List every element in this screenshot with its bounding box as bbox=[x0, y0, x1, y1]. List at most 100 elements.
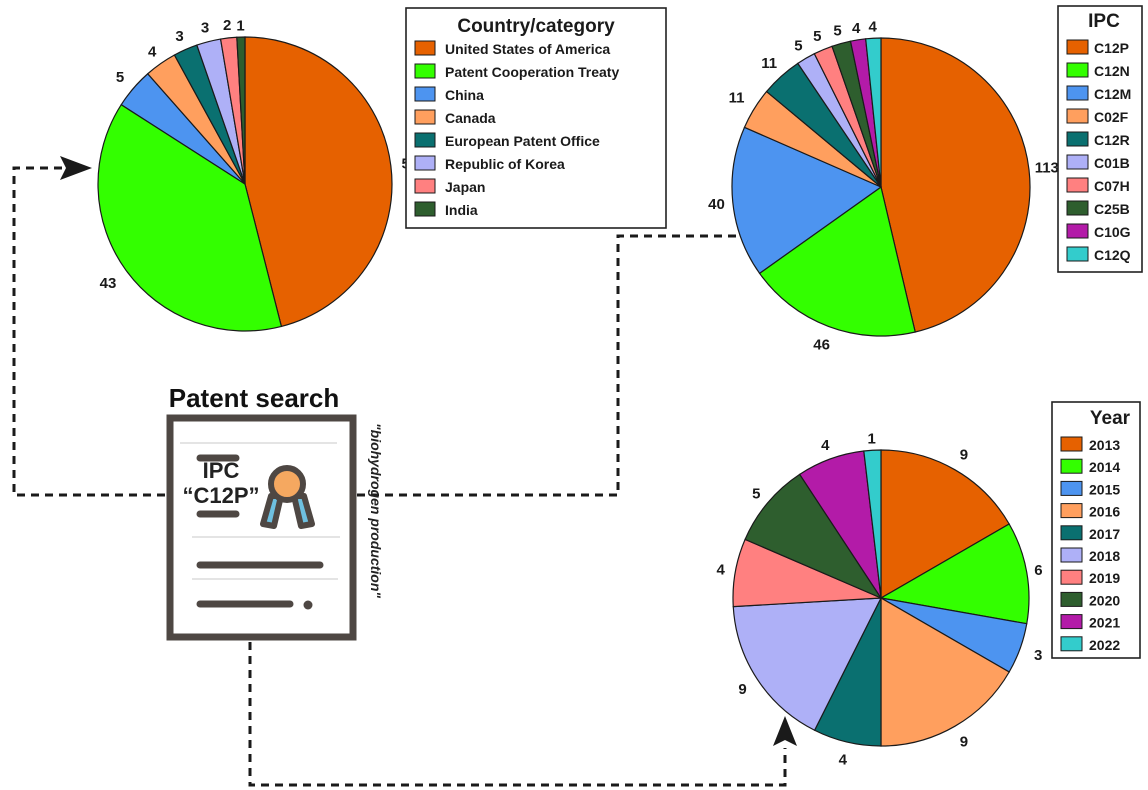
country-slice-india bbox=[236, 36, 246, 185]
country-legend-label-japan: Japan bbox=[445, 179, 485, 195]
country-legend-swatch-republic-of-korea bbox=[414, 155, 436, 171]
ipc-legend-label-c12n: C12N bbox=[1094, 63, 1130, 79]
country-legend-label-patent-cooperation-treaty: Patent Cooperation Treaty bbox=[445, 64, 619, 80]
country-legend-swatch-united-states-of-america bbox=[414, 40, 436, 56]
ipc-legend-swatch-c12r bbox=[1066, 131, 1089, 147]
year-slice-2014 bbox=[879, 523, 1030, 625]
country-legend-swatch-patent-cooperation-treaty bbox=[414, 63, 436, 79]
ipc-legend-title: IPC bbox=[1088, 11, 1120, 32]
year-legend-label-2015: 2015 bbox=[1089, 481, 1120, 497]
year-legend-swatch-2013 bbox=[1060, 436, 1083, 452]
country-legend-label-india: India bbox=[445, 202, 478, 218]
country-legend-label-republic-of-korea: Republic of Korea bbox=[445, 156, 565, 172]
ipc-slice-c12n bbox=[758, 185, 916, 337]
ipc-legend-swatch-c10g bbox=[1066, 223, 1089, 239]
country-legend: Country/category United States of Americ… bbox=[405, 7, 667, 229]
ipc-legend: IPC C12P C12N C12M C02F C12R C01B C07H C25B C10G… bbox=[1057, 5, 1143, 273]
country-legend-label-china: China bbox=[445, 87, 484, 103]
year-label-2016: 9 bbox=[960, 734, 968, 751]
year-legend-label-2014: 2014 bbox=[1089, 459, 1120, 475]
flow-arrow-year bbox=[248, 642, 787, 787]
award-ribbon-icon bbox=[260, 465, 315, 529]
country-label-patent-cooperation-treaty: 43 bbox=[100, 275, 117, 292]
ipc-legend-swatch-c12n bbox=[1066, 62, 1089, 78]
flow-arrow-ipc bbox=[357, 234, 770, 497]
ipc-legend-swatch-c07h bbox=[1066, 177, 1089, 193]
year-legend-label-2022: 2022 bbox=[1089, 637, 1120, 653]
flow-arrow-country bbox=[12, 166, 165, 497]
medal bbox=[268, 465, 306, 503]
country-slice-patent-cooperation-treaty bbox=[97, 103, 283, 332]
ipc-legend-label-c25b: C25B bbox=[1094, 201, 1130, 217]
ipc-label-c10g: 4 bbox=[852, 20, 861, 37]
country-legend-label-united-states-of-america: United States of America bbox=[445, 41, 610, 57]
year-pie-chart: 9 6 3 9 4 9 4 5 4 1 bbox=[717, 430, 1043, 768]
ipc-slice-c12q bbox=[865, 37, 882, 188]
year-slice-2013 bbox=[880, 449, 1010, 600]
country-label-china: 5 bbox=[116, 69, 124, 86]
year-legend-swatch-2020 bbox=[1060, 591, 1083, 607]
year-label-2021: 4 bbox=[821, 437, 830, 454]
country-legend-frame bbox=[405, 7, 667, 229]
country-slice-united-states-of-america bbox=[244, 36, 393, 328]
year-slice-2018 bbox=[732, 597, 883, 732]
year-label-2014: 6 bbox=[1034, 562, 1042, 579]
arrowhead-year-icon bbox=[773, 716, 797, 746]
ipc-label-c12r: 11 bbox=[761, 55, 777, 72]
ipc-legend-label-c02f: C02F bbox=[1094, 109, 1129, 125]
country-label-japan: 2 bbox=[223, 17, 231, 34]
country-label-india: 1 bbox=[236, 17, 244, 34]
year-slice-2022 bbox=[863, 449, 882, 599]
year-legend-swatch-2014 bbox=[1060, 458, 1083, 474]
ipc-slice-c12m bbox=[731, 126, 883, 275]
ipc-legend-swatch-c25b bbox=[1066, 200, 1089, 216]
ipc-label-c12q: 4 bbox=[869, 18, 878, 35]
country-legend-label-canada: Canada bbox=[445, 110, 496, 126]
year-slice-2016 bbox=[880, 596, 1010, 747]
country-legend-swatch-european-patent-office bbox=[414, 132, 436, 148]
year-legend-label-2018: 2018 bbox=[1089, 548, 1120, 564]
year-label-2020: 5 bbox=[752, 485, 760, 502]
ipc-code: “C12P” bbox=[182, 483, 259, 508]
ipc-legend-label-c12r: C12R bbox=[1094, 132, 1130, 148]
country-label-republic-of-korea: 3 bbox=[201, 19, 209, 36]
ipc-label-c01b: 5 bbox=[794, 37, 802, 54]
country-pie-chart: 5243543321 bbox=[97, 17, 418, 332]
year-legend-label-2019: 2019 bbox=[1089, 570, 1120, 586]
year-legend-swatch-2019 bbox=[1060, 569, 1083, 585]
ipc-label-c12m: 40 bbox=[708, 196, 725, 213]
ipc-legend-label-c12q: C12Q bbox=[1094, 247, 1131, 263]
arrowhead-country-icon bbox=[60, 156, 92, 180]
year-slice-2020 bbox=[744, 473, 883, 600]
patent-document-icon bbox=[166, 414, 357, 641]
year-legend-label-2020: 2020 bbox=[1089, 592, 1120, 608]
year-legend: Year 2013 2014 2015 2016 2017 2018 2019 2020 202… bbox=[1051, 401, 1141, 659]
ipc-legend-label-c01b: C01B bbox=[1094, 155, 1130, 171]
year-label-2015: 3 bbox=[1034, 647, 1042, 664]
ipc-legend-swatch-c02f bbox=[1066, 108, 1089, 124]
year-legend-title: Year bbox=[1090, 408, 1131, 429]
year-legend-swatch-2017 bbox=[1060, 525, 1083, 541]
ipc-legend-swatch-c12q bbox=[1066, 246, 1089, 262]
year-legend-label-2017: 2017 bbox=[1089, 526, 1120, 542]
year-label-2013: 9 bbox=[960, 446, 968, 463]
country-label-european-patent-office: 3 bbox=[175, 28, 183, 45]
ipc-slice-c12p bbox=[880, 37, 1031, 333]
country-legend-swatch-india bbox=[414, 201, 436, 217]
search-query-text: "biohydrogen production" bbox=[368, 423, 384, 598]
year-label-2022: 1 bbox=[868, 430, 876, 447]
year-legend-label-2021: 2021 bbox=[1089, 615, 1120, 631]
ipc-legend-label-c12m: C12M bbox=[1094, 86, 1131, 102]
ipc-label-c25b: 5 bbox=[833, 23, 841, 40]
ipc-legend-swatch-c12m bbox=[1066, 85, 1089, 101]
year-legend-swatch-2015 bbox=[1060, 480, 1083, 496]
year-legend-swatch-2018 bbox=[1060, 547, 1083, 563]
year-legend-swatch-2021 bbox=[1060, 614, 1083, 630]
ipc-legend-swatch-c12p bbox=[1066, 39, 1089, 55]
ipc-legend-swatch-c01b bbox=[1066, 154, 1089, 170]
year-legend-swatch-2016 bbox=[1060, 503, 1083, 519]
year-legend-label-2016: 2016 bbox=[1089, 504, 1120, 520]
year-legend-swatch-2022 bbox=[1060, 636, 1083, 652]
